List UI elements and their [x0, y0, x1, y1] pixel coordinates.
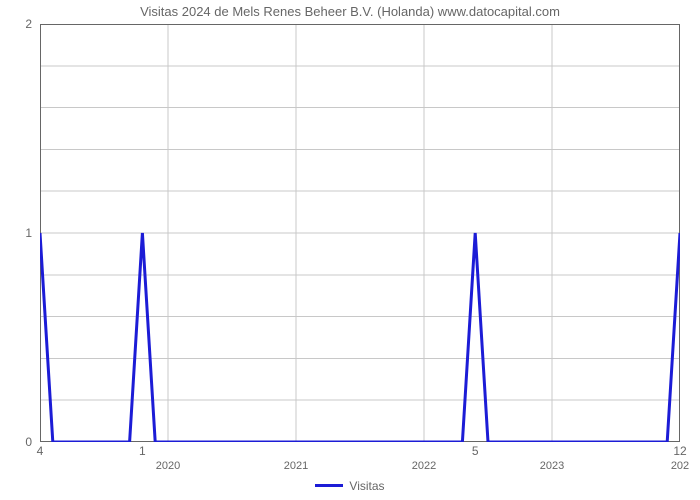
chart-container: { "chart": { "type": "line", "title": "V…: [0, 0, 700, 500]
x-year-label: 202: [650, 460, 700, 472]
x-year-label: 2023: [522, 460, 582, 472]
legend: Visitas: [0, 478, 700, 493]
legend-swatch: [315, 484, 343, 487]
plot-area: [40, 24, 680, 442]
x-point-label: 4: [20, 444, 60, 458]
chart-title: Visitas 2024 de Mels Renes Beheer B.V. (…: [0, 4, 700, 19]
x-point-label: 12: [660, 444, 700, 458]
legend-label: Visitas: [349, 479, 384, 493]
x-year-label: 2021: [266, 460, 326, 472]
x-year-label: 2022: [394, 460, 454, 472]
y-tick-label: 2: [0, 17, 32, 31]
x-point-label: 1: [122, 444, 162, 458]
x-point-label: 5: [455, 444, 495, 458]
x-year-label: 2020: [138, 460, 198, 472]
y-tick-label: 1: [0, 226, 32, 240]
plot-svg: [40, 24, 680, 442]
